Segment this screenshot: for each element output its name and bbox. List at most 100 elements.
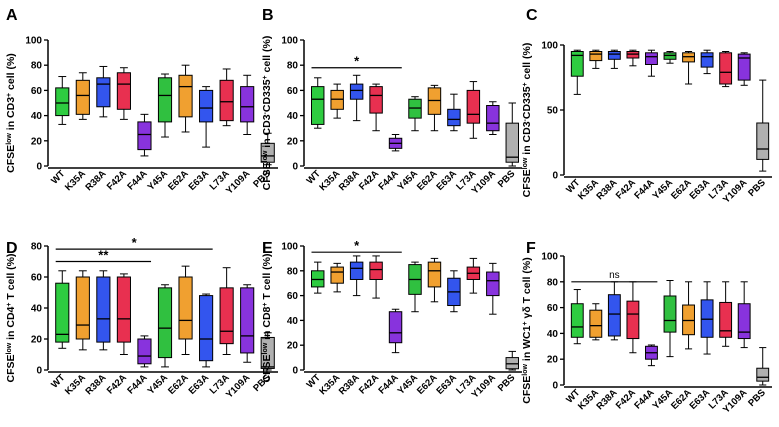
box-r38a <box>96 270 111 351</box>
box-iqr <box>199 295 214 362</box>
box-e62a <box>178 64 193 133</box>
x-tick-label: F42A <box>105 168 129 192</box>
x-tick-label: F42A <box>357 372 381 396</box>
box-iqr <box>219 287 234 345</box>
significance-label: ns <box>609 270 620 281</box>
x-tick-label: F44A <box>376 168 400 192</box>
x-tick-label: Y45A <box>651 387 676 412</box>
box-pbs <box>756 347 770 386</box>
box-l73a <box>719 51 733 88</box>
panel-f: F 0 20 40 60 80 100 CFSElow in WC1+ γδ T cell (… <box>521 240 772 416</box>
y-tick-label: 0 <box>552 381 558 392</box>
box-iqr <box>240 86 255 123</box>
y-axis-label: CFSElow in CD4+ T cell (%) <box>5 254 17 383</box>
box-iqr <box>260 336 275 369</box>
box-pbs <box>505 350 519 371</box>
x-tick-label: R38A <box>595 387 620 412</box>
box-pbs <box>260 332 275 371</box>
y-tick-label: 100 <box>281 36 298 47</box>
box-y45a <box>408 261 422 313</box>
x-tick-label: E62A <box>669 387 694 412</box>
box-iqr <box>570 303 584 338</box>
box-iqr <box>700 52 714 68</box>
y-tick-label: 40 <box>31 111 43 122</box>
box-y109a <box>737 52 751 86</box>
box-pbs <box>756 79 770 172</box>
y-axis-label: CFSElow in WC1+ γδ T cell (%) <box>521 257 533 403</box>
x-tick-label: R38A <box>337 168 362 193</box>
box-iqr <box>663 295 677 333</box>
box-iqr <box>116 276 131 343</box>
significance-label: * <box>354 54 360 69</box>
x-tick-label: E62A <box>166 168 191 193</box>
box-iqr <box>756 367 770 382</box>
y-axis-label: CFSElow in CD3-CD335+ cell (%) <box>521 43 533 198</box>
box-iqr <box>589 51 603 62</box>
x-tick-label: PBS <box>746 387 768 409</box>
box-iqr <box>96 276 111 343</box>
x-tick-label: E63A <box>688 177 713 202</box>
box-iqr <box>199 89 214 123</box>
box-pbs <box>505 102 519 167</box>
y-tick-label: 20 <box>31 136 43 147</box>
x-tick-label: E62A <box>415 168 440 193</box>
box-iqr <box>178 74 193 118</box>
box-wt <box>55 270 70 349</box>
x-tick-label: F42A <box>614 387 638 411</box>
box-iqr <box>157 77 173 123</box>
x-tick-label: F42A <box>105 372 129 396</box>
y-axis-label: CFSElow in CD3-CD335+ cell (%) <box>261 36 273 191</box>
box-wt <box>311 77 325 129</box>
y-axis-label: CFSElow in CD8+ T cell (%) <box>261 254 273 383</box>
x-tick-label: E63A <box>434 168 459 193</box>
box-iqr <box>75 79 90 115</box>
box-iqr <box>626 300 640 340</box>
y-tick-label: 80 <box>287 61 299 72</box>
box-k35a <box>330 262 344 293</box>
box-k35a <box>589 49 603 69</box>
box-iqr <box>137 121 152 151</box>
box-e63a <box>199 86 214 148</box>
box-r38a <box>607 49 621 69</box>
box-f44a <box>137 335 152 368</box>
y-axis-label: CFSElow in CD3+ cell (%) <box>5 53 17 173</box>
y-tick-label: 100 <box>541 41 558 52</box>
box-wt <box>311 261 325 294</box>
x-tick-label: E62A <box>669 177 694 202</box>
box-iqr <box>75 276 90 340</box>
y-tick-label: 20 <box>287 341 299 352</box>
panel-label: B <box>262 7 274 24</box>
box-f42a <box>369 83 383 132</box>
box-l73a <box>466 257 481 294</box>
box-iqr <box>157 287 173 359</box>
y-tick-label: 20 <box>547 355 559 366</box>
panel-b: B 0 20 40 60 80 100 CFSElow in CD3-CD335+ cell … <box>261 7 522 197</box>
x-tick-label: Y45A <box>146 168 171 193</box>
x-tick-label: PBS <box>746 177 768 199</box>
y-tick-label: 100 <box>281 242 298 253</box>
box-iqr <box>466 89 481 124</box>
box-l73a <box>466 81 481 139</box>
box-k35a <box>75 72 90 120</box>
x-tick-label: Y45A <box>396 168 421 193</box>
box-iqr <box>626 51 640 59</box>
box-f42a <box>626 49 640 67</box>
box-y45a <box>408 96 422 132</box>
y-tick-label: 60 <box>287 86 299 97</box>
y-tick-label: 100 <box>541 252 558 263</box>
box-wt <box>570 289 584 345</box>
box-e63a <box>447 93 461 132</box>
box-f44a <box>645 344 658 367</box>
box-iqr <box>55 87 70 117</box>
y-tick-label: 20 <box>31 335 43 346</box>
box-iqr <box>719 301 733 338</box>
x-tick-label: E63A <box>187 372 212 397</box>
x-tick-label: R38A <box>595 177 620 202</box>
y-tick-label: 80 <box>547 277 559 288</box>
x-tick-label: Y45A <box>146 372 171 397</box>
x-tick-label: E63A <box>187 168 212 193</box>
box-iqr <box>719 52 733 85</box>
panel-label: F <box>526 240 536 257</box>
